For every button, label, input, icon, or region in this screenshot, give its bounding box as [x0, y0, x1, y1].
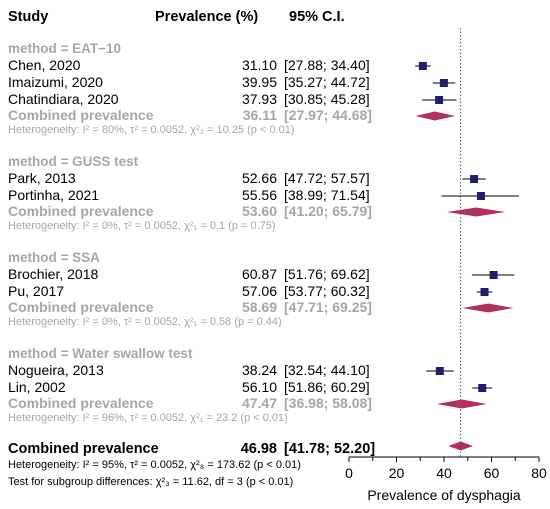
study-estimate: 38.24	[241, 362, 277, 378]
overall-estimate: 46.98	[240, 441, 277, 457]
combined-estimate: 36.11	[242, 107, 277, 123]
combined-ci: [36.98; 58.08]	[284, 395, 372, 411]
study-ci: [27.88; 34.40]	[284, 57, 370, 73]
study-estimate: 39.95	[241, 74, 277, 90]
study-ci: [38.99; 71.54]	[284, 187, 370, 203]
study-name: Imaizumi, 2020	[8, 74, 103, 90]
group-diamond	[462, 303, 514, 313]
combined-estimate: 53.60	[241, 203, 277, 219]
group-diamond	[415, 111, 456, 121]
group-label-ssa: method = SSA	[8, 250, 100, 265]
study-square	[476, 192, 485, 200]
study-square	[435, 367, 444, 375]
subgroup-differences-test: Test for subgroup differences: χ²₃ = 11.…	[8, 476, 294, 488]
study-square	[470, 175, 479, 183]
study-estimate: 37.93	[241, 91, 277, 107]
study-estimate: 55.56	[241, 187, 277, 203]
study-estimate: 52.66	[241, 170, 277, 186]
overall-diamond	[448, 441, 473, 451]
combined-label: Combined prevalence	[8, 203, 154, 219]
heterogeneity-text: Heterogeneity: I² = 80%, τ² = 0.0052, χ²…	[8, 124, 295, 136]
heterogeneity-text: Heterogeneity: I² = 96%, τ² = 0.0052, χ²…	[8, 412, 288, 424]
study-ci: [53.77; 60.32]	[284, 283, 370, 299]
x-tick-label: 20	[389, 465, 405, 481]
combined-estimate: 58.69	[241, 299, 277, 315]
study-estimate: 57.06	[241, 283, 277, 299]
study-square	[418, 62, 427, 70]
study-ci: [47.72; 57.57]	[284, 170, 370, 186]
group-label-water-swallow: method = Water swallow test	[8, 346, 193, 361]
heterogeneity-text: Heterogeneity: I² = 0%, τ² = 0.0052, χ²₁…	[8, 220, 276, 232]
combined-label: Combined prevalence	[8, 299, 154, 315]
heterogeneity-text: Heterogeneity: I² = 0%, τ² = 0.0052, χ²₁…	[8, 316, 282, 328]
study-ci: [32.54; 44.10]	[284, 362, 370, 378]
x-tick-label: 0	[345, 465, 353, 481]
study-name: Portinha, 2021	[8, 187, 100, 203]
overall-ci: [41.78; 52.20]	[284, 441, 376, 457]
study-name: Chen, 2020	[8, 57, 81, 73]
header-prevalence: Prevalence (%)	[155, 9, 259, 25]
study-name: Brochier, 2018	[8, 266, 99, 282]
study-square	[439, 79, 448, 87]
x-tick-label: 40	[436, 465, 452, 481]
study-square	[435, 96, 444, 104]
group-label-eat10: method = EAT−10	[8, 41, 122, 56]
overall-heterogeneity-text: Heterogeneity: I² = 95%, τ² = 0.0052, χ²…	[8, 459, 301, 471]
study-name: Chatindiara, 2020	[8, 91, 119, 107]
combined-label: Combined prevalence	[8, 395, 154, 411]
header-ci: 95% C.I.	[289, 9, 345, 25]
study-name: Pu, 2017	[8, 283, 65, 299]
study-square	[489, 271, 498, 279]
study-estimate: 56.10	[241, 379, 277, 395]
overall-combined-label: Combined prevalence	[8, 441, 159, 457]
study-estimate: 60.87	[241, 266, 277, 282]
study-ci: [51.86; 60.29]	[284, 379, 370, 395]
study-square	[478, 384, 487, 392]
combined-ci: [47.71; 69.25]	[284, 299, 372, 315]
group-diamond	[446, 207, 506, 217]
x-tick-label: 80	[531, 465, 547, 481]
study-ci: [51.76; 69.62]	[284, 266, 370, 282]
group-diamond	[436, 399, 487, 409]
x-axis-label: Prevalence of dysphagia	[367, 487, 521, 503]
group-label-guss: method = GUSS test	[8, 154, 139, 169]
combined-ci: [27.97; 44.68]	[284, 107, 372, 123]
study-estimate: 31.10	[241, 57, 277, 73]
study-name: Nogueira, 2013	[8, 362, 104, 378]
study-name: Park, 2013	[8, 170, 76, 186]
combined-ci: [41.20; 65.79]	[284, 203, 372, 219]
combined-estimate: 47.47	[241, 395, 277, 411]
study-ci: [30.85; 45.28]	[284, 91, 370, 107]
header-study: Study	[8, 9, 49, 25]
study-square	[480, 288, 489, 296]
combined-label: Combined prevalence	[8, 107, 154, 123]
study-name: Lin, 2002	[8, 379, 66, 395]
x-tick-label: 60	[484, 465, 500, 481]
study-ci: [35.27; 44.72]	[284, 74, 370, 90]
